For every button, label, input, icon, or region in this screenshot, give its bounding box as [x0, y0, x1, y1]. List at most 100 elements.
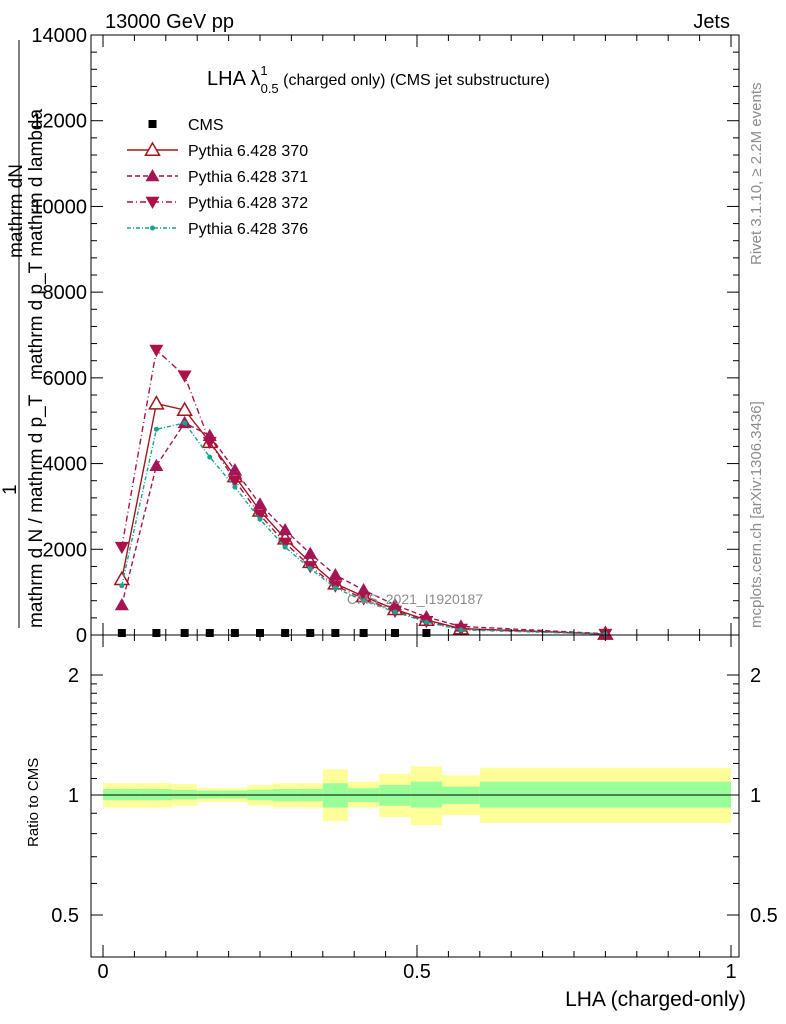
cms-data-point [306, 629, 315, 637]
main-y-tick-label: 6000 [43, 368, 88, 390]
series-marker [148, 395, 165, 410]
series-marker [253, 497, 267, 510]
series-marker [278, 523, 293, 536]
series-marker [227, 475, 242, 488]
ratio-plot-panel: 0.5 0.5 1 1 2 2 0 0.5 1 Ratio to CMS LHA (charge… [25, 634, 778, 1011]
x-tick-label: 0 [97, 961, 108, 983]
ratio-y-axis-label: Ratio to CMS [25, 758, 42, 847]
ratio-y-tick-label: 1 [68, 785, 79, 807]
legend-label: CMS [188, 117, 224, 134]
cms-data-point [281, 629, 290, 637]
series-p372 [114, 344, 613, 642]
cms-data-point [152, 629, 161, 637]
ratio-y-tick-label: 0.5 [51, 905, 79, 927]
x-tick-label: 1 [725, 961, 736, 983]
main-y-tick-label: 8000 [43, 282, 88, 304]
legend-entry-p371: Pythia 6.428 371 [127, 169, 308, 186]
x-axis-label: LHA (charged-only) [565, 988, 746, 1011]
legend-label: Pythia 6.428 371 [188, 169, 308, 186]
plot-title-sub: 0.5 [261, 81, 279, 96]
series-marker [361, 598, 367, 604]
series-marker [307, 566, 313, 572]
energy-label: 13000 GeV pp [105, 11, 234, 33]
y-label-denominator: mathrm d p_T mathrm d lambda [26, 109, 47, 380]
series-marker [328, 568, 343, 581]
legend-entry-cms: CMS [148, 117, 224, 134]
series-marker [145, 169, 160, 182]
series-marker [145, 196, 160, 209]
legend-label: Pythia 6.428 376 [188, 221, 308, 238]
plot-title-main: LHA λ [207, 68, 260, 90]
cms-data-point [359, 629, 368, 637]
series-marker [392, 609, 398, 615]
series-marker [227, 463, 242, 476]
main-y-tick-label: 4000 [43, 454, 88, 476]
cms-data-point [180, 629, 189, 637]
series-marker [458, 627, 464, 633]
series-line-p371 [121, 421, 606, 635]
cms-data-point [148, 120, 157, 128]
plot-title: LHA λ1 0.5 (charged only) (CMS jet substr… [207, 63, 550, 96]
legend-label: Pythia 6.428 372 [188, 195, 308, 212]
series-marker [114, 541, 129, 555]
cms-data-point [205, 629, 214, 637]
series-marker [150, 225, 155, 231]
series-marker [149, 344, 164, 357]
series-line-p376 [121, 422, 606, 635]
series-marker [257, 516, 263, 522]
series-marker [114, 598, 129, 611]
series-marker [176, 401, 193, 416]
cms-data-point [391, 629, 400, 637]
ratio-y-tick-label: 2 [68, 665, 79, 687]
series-marker [356, 583, 371, 596]
series-line-p372 [121, 348, 606, 635]
cms-data-point [331, 629, 340, 637]
watermark: CMS_2021_I1920187 [347, 591, 483, 607]
series-marker [232, 484, 238, 490]
plot-title-rest: (charged only) (CMS jet substructure) [279, 72, 550, 89]
series-marker [423, 619, 429, 625]
cms-data-point [422, 629, 431, 637]
y-label-prefactor: 1 [0, 484, 21, 495]
ratio-y-tick-label-right: 2 [750, 665, 761, 687]
main-y-tick-label: 2000 [43, 539, 88, 561]
legend-entry-p376: Pythia 6.428 376 [127, 221, 308, 238]
series-marker [182, 420, 188, 426]
legend-entry-p370: Pythia 6.428 370 [127, 141, 308, 160]
series-marker [119, 583, 125, 589]
cms-data-point [117, 629, 126, 637]
series-marker [303, 546, 318, 559]
main-y-axis-label: mathrm dN mathrm d p_T mathrm d lambda 1… [0, 40, 47, 628]
series-marker [153, 426, 159, 432]
y-label-normalization: mathrm d N / mathrm d p_T [26, 394, 47, 628]
y-label-numerator: mathrm dN [6, 164, 27, 258]
legend-label: Pythia 6.428 370 [188, 143, 308, 160]
process-label: Jets [693, 11, 730, 33]
series-marker [278, 537, 293, 550]
plot-title-sup: 1 [260, 63, 267, 78]
ratio-y-tick-label-right: 0.5 [750, 905, 778, 927]
series-marker [332, 585, 338, 591]
main-y-tick-label: 10000 [31, 196, 87, 218]
main-y-tick-label: 0 [76, 625, 87, 647]
main-y-tick-label: 12000 [31, 111, 87, 133]
rivet-info-label: Rivet 3.1.10, ≥ 2.2M events [748, 83, 765, 266]
ratio-y-tick-label-right: 1 [750, 785, 761, 807]
x-tick-label: 0.5 [403, 961, 431, 983]
series-marker [202, 436, 217, 450]
main-plot-panel: 0 2000 4000 6000 8000 10000 12000 14000 CMS_202… [0, 25, 740, 647]
series-marker [282, 544, 288, 550]
series-marker [144, 141, 161, 156]
ratio-plot-frame [90, 634, 740, 958]
mcplots-source-label: mcplots.cern.ch [arXiv:1306.3436] [748, 401, 765, 628]
series-p376 [119, 420, 608, 637]
series-cms [117, 629, 431, 637]
series-marker [253, 509, 267, 522]
legend-entry-p372: Pythia 6.428 372 [127, 195, 308, 212]
series-marker [149, 458, 164, 471]
series-marker [177, 370, 192, 383]
series-marker [207, 454, 213, 460]
cms-data-point [230, 629, 239, 637]
main-y-tick-label: 14000 [31, 25, 87, 47]
